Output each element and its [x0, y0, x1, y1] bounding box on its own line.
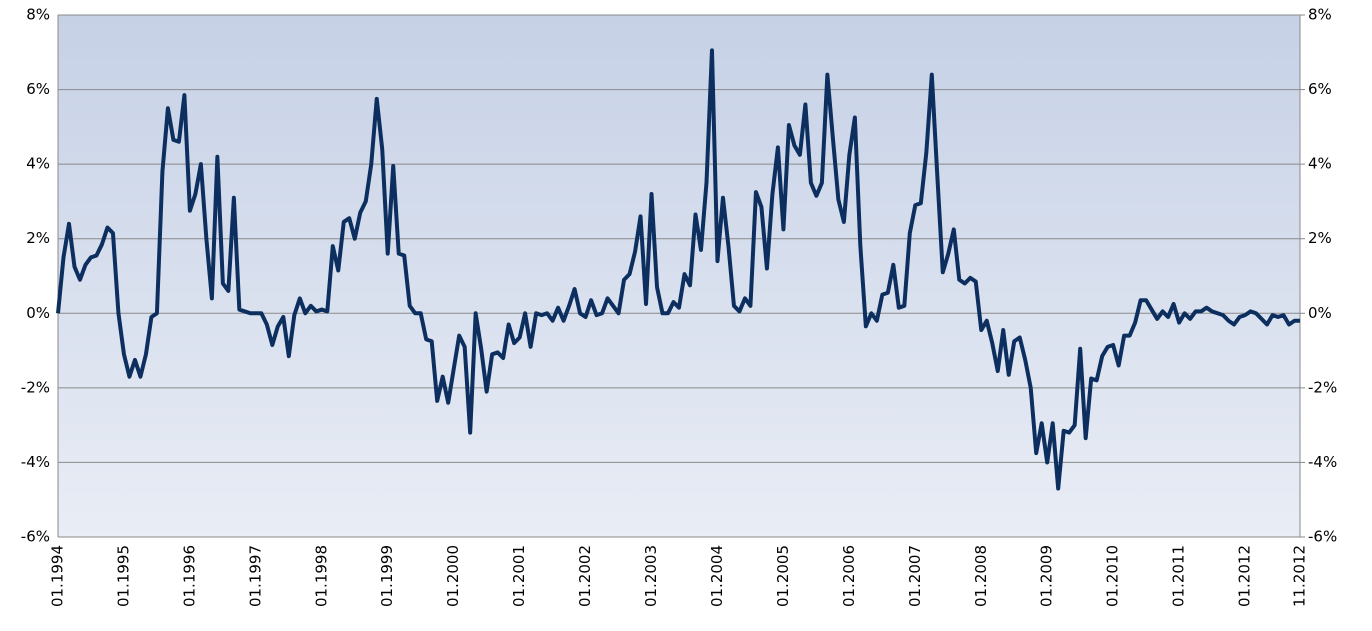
- y2-tick-label: 6%: [1308, 80, 1332, 98]
- x-tick-label: 01.2005: [774, 545, 792, 607]
- x-tick-label: 01.2006: [840, 545, 858, 607]
- x-tick-label: 01.2001: [510, 545, 528, 607]
- x-tick-label: 01.2002: [576, 545, 594, 607]
- x-tick-label: 01.1998: [312, 545, 330, 607]
- y2-tick-label: 0%: [1308, 304, 1332, 322]
- x-tick-label: 01.2010: [1104, 545, 1122, 607]
- y-tick-label: -6%: [21, 528, 50, 546]
- y2-tick-label: 4%: [1308, 155, 1332, 173]
- y2-tick-label: 8%: [1308, 6, 1332, 24]
- x-tick-label: 01.1997: [246, 545, 264, 607]
- x-tick-label: 01.1999: [378, 545, 396, 607]
- data-line: [56, 48, 1300, 491]
- y-tick-label: 4%: [26, 155, 50, 173]
- y2-tick-label: -4%: [1308, 453, 1337, 471]
- plot-area: [58, 15, 1300, 537]
- x-tick-label: 01.2004: [708, 545, 726, 607]
- y-tick-label: 6%: [26, 80, 50, 98]
- y2-tick-label: -2%: [1308, 378, 1337, 396]
- y-tick-label: -2%: [21, 378, 50, 396]
- x-tick-label: 01.2003: [642, 545, 660, 607]
- x-tick-label: 01.2008: [972, 545, 990, 607]
- y-tick-label: 2%: [26, 229, 50, 247]
- x-tick-label: 11.2012: [1291, 545, 1309, 607]
- x-tick-label: 01.2007: [906, 545, 924, 607]
- x-tick-label: 01.1996: [180, 545, 198, 607]
- x-tick-label: 01.1995: [114, 545, 132, 607]
- y-tick-label: -4%: [21, 453, 50, 471]
- x-tick-label: 01.1994: [49, 545, 67, 607]
- x-tick-label: 01.2009: [1038, 545, 1056, 607]
- x-tick-label: 01.2000: [444, 545, 462, 607]
- x-tick-label: 01.2011: [1170, 545, 1188, 607]
- y2-tick-label: 2%: [1308, 229, 1332, 247]
- y-tick-label: 0%: [26, 304, 50, 322]
- y-tick-label: 8%: [26, 6, 50, 24]
- x-tick-label: 01.2012: [1236, 545, 1254, 607]
- y2-tick-label: -6%: [1308, 528, 1337, 546]
